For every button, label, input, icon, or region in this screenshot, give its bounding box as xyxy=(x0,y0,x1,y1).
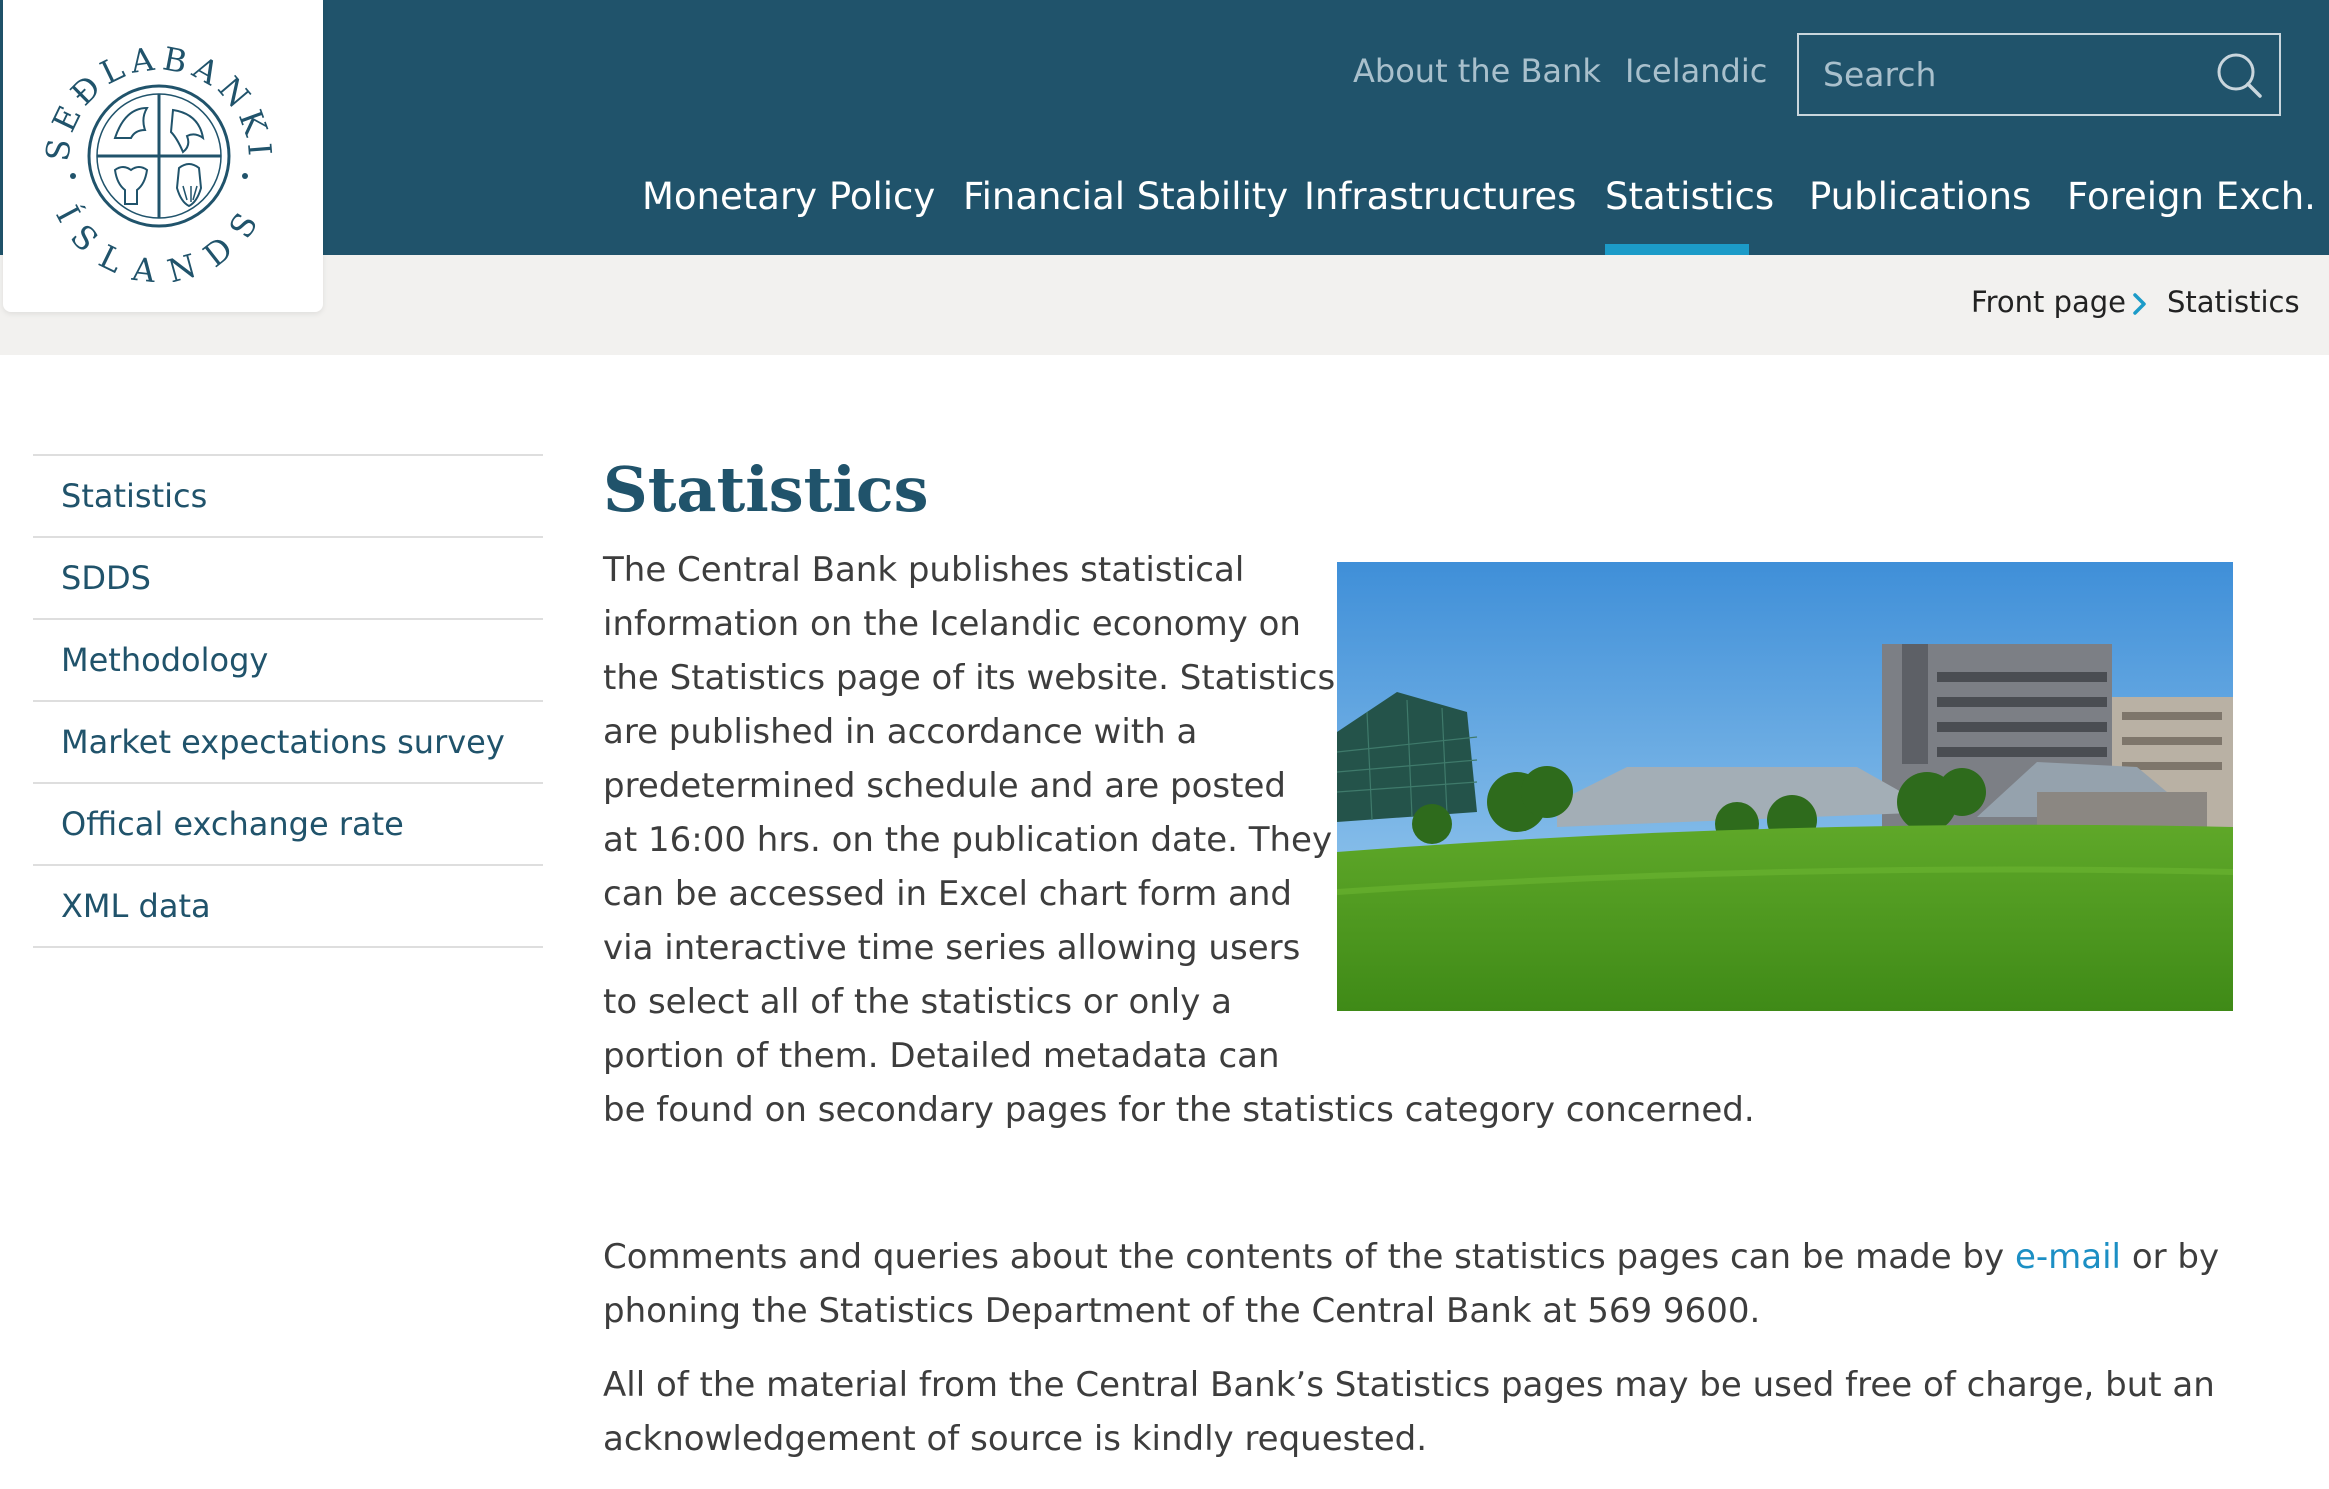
intro-line: information on the Icelandic economy on xyxy=(603,604,1301,644)
intro-line: to select all of the statistics or only … xyxy=(603,982,1232,1022)
search-box xyxy=(1797,33,2281,116)
comments-paragraph: Comments and queries about the contents … xyxy=(603,1230,2219,1284)
nav-financial-stability[interactable]: Financial Stability xyxy=(963,175,1289,218)
intro-line: the Statistics page of its website. Stat… xyxy=(603,658,1336,698)
comments-text: Comments and queries about the contents … xyxy=(603,1237,2005,1277)
breadcrumb xyxy=(0,255,2329,355)
active-nav-indicator xyxy=(1605,244,1749,255)
intro-line: The Central Bank publishes statistical xyxy=(603,550,1245,590)
sidebar-nav: Statistics SDDS Methodology Market expec… xyxy=(33,454,543,948)
material-paragraph-line2: acknowledgement of source is kindly requ… xyxy=(603,1419,1428,1459)
sidebar-item-methodology[interactable]: Methodology xyxy=(33,620,543,702)
intro-line: via interactive time series allowing use… xyxy=(603,928,1301,968)
search-icon[interactable] xyxy=(2215,51,2265,101)
comments-paragraph-line2: phoning the Statistics Department of the… xyxy=(603,1291,1761,1331)
sidebar-item-xml-data[interactable]: XML data xyxy=(33,866,543,948)
nav-publications[interactable]: Publications xyxy=(1809,175,2032,218)
intro-line: be found on secondary pages for the stat… xyxy=(603,1090,1755,1130)
nav-statistics[interactable]: Statistics xyxy=(1605,175,1775,218)
nav-monetary-policy[interactable]: Monetary Policy xyxy=(642,175,936,218)
chevron-right-icon xyxy=(2131,291,2149,321)
sidebar-item-sdds[interactable]: SDDS xyxy=(33,538,543,620)
nav-infrastructures[interactable]: Infrastructures xyxy=(1304,175,1577,218)
about-the-bank-link[interactable]: About the Bank xyxy=(1353,52,1601,90)
intro-line: at 16:00 hrs. on the publication date. T… xyxy=(603,820,1333,860)
material-paragraph-line1: All of the material from the Central Ban… xyxy=(603,1365,2215,1405)
bank-seal-logo: SEÐLABANKI ÍSLANDS xyxy=(38,39,273,282)
page-title: Statistics xyxy=(603,453,929,526)
sidebar-item-statistics[interactable]: Statistics xyxy=(33,456,543,538)
intro-line: predetermined schedule and are posted xyxy=(603,766,1286,806)
sidebar-item-official-exchange-rate[interactable]: Offical exchange rate xyxy=(33,784,543,866)
logo[interactable]: SEÐLABANKI ÍSLANDS xyxy=(3,0,323,312)
sidebar-item-market-expectations-survey[interactable]: Market expectations survey xyxy=(33,702,543,784)
comments-text-end: or by xyxy=(2131,1237,2220,1277)
breadcrumb-front-page[interactable]: Front page xyxy=(1971,285,2126,319)
central-bank-building-photo xyxy=(1337,562,2233,1011)
nav-foreign-exchange[interactable]: Foreign Exch. xyxy=(2067,175,2316,218)
search-input[interactable] xyxy=(1799,35,2223,114)
intro-line: are published in accordance with a xyxy=(603,712,1198,752)
icelandic-language-link[interactable]: Icelandic xyxy=(1625,52,1768,90)
intro-line: portion of them. Detailed metadata can xyxy=(603,1036,1280,1076)
email-link[interactable]: e-mail xyxy=(2014,1237,2121,1277)
intro-line: can be accessed in Excel chart form and xyxy=(603,874,1292,914)
breadcrumb-current: Statistics xyxy=(2167,285,2300,319)
